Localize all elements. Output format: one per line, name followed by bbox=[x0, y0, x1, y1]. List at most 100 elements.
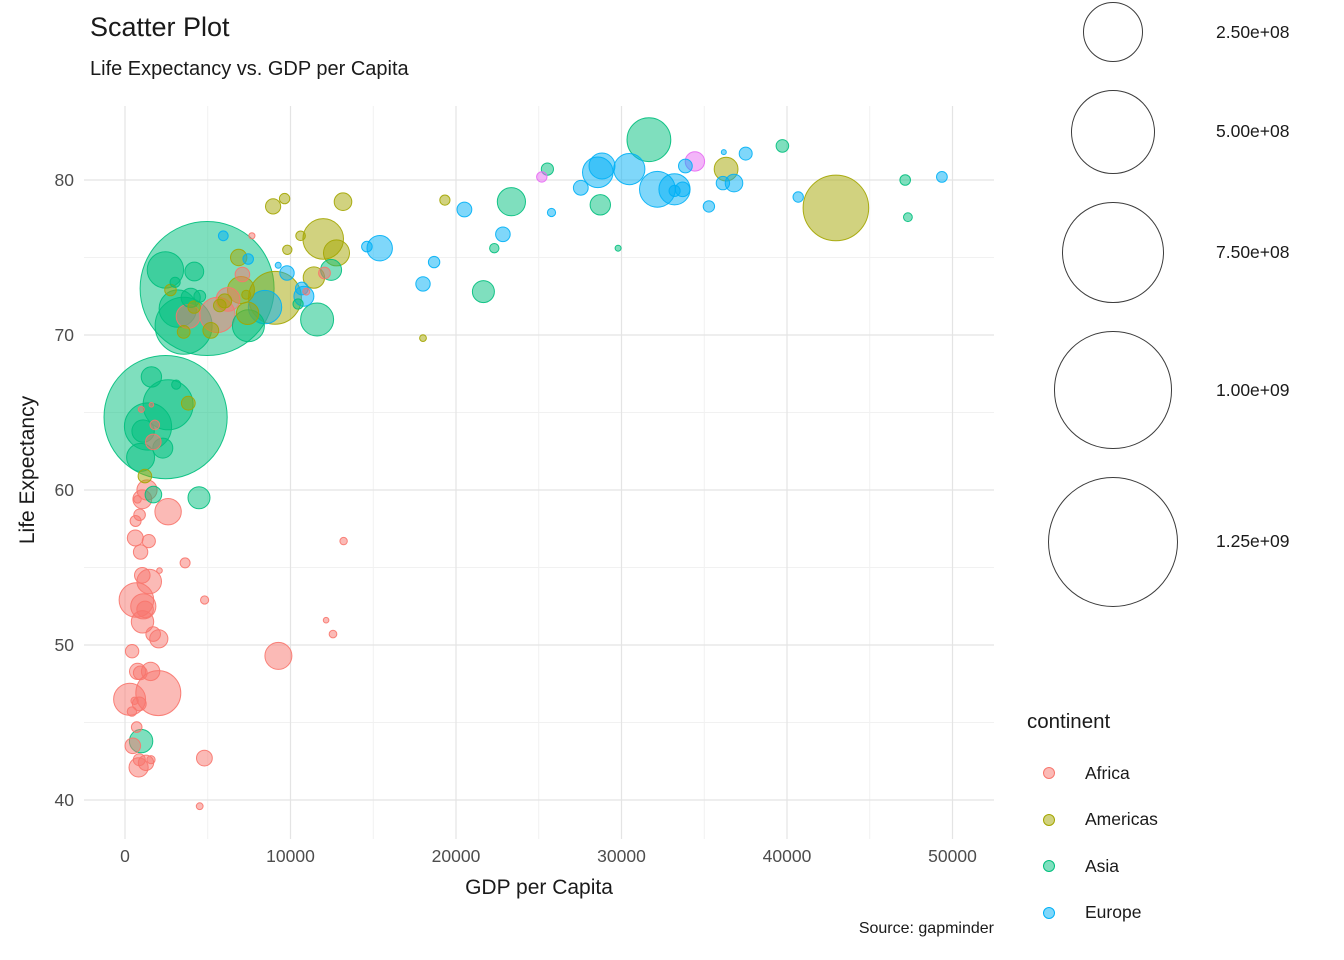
data-point bbox=[217, 230, 229, 242]
x-tick-label: 40000 bbox=[763, 846, 812, 866]
data-point bbox=[193, 289, 207, 303]
data-point bbox=[187, 300, 201, 314]
data-point bbox=[318, 266, 331, 280]
y-tick-label: 40 bbox=[55, 790, 75, 810]
data-point bbox=[234, 266, 251, 283]
y-tick-label: 60 bbox=[55, 480, 75, 500]
data-point bbox=[149, 419, 161, 431]
data-point bbox=[154, 498, 182, 526]
data-point bbox=[572, 179, 589, 196]
data-point bbox=[137, 468, 153, 484]
data-point bbox=[274, 261, 282, 269]
data-point bbox=[802, 174, 870, 242]
size-legend-entry: 2.50e+08 bbox=[1030, 0, 1340, 76]
x-tick-label: 20000 bbox=[432, 846, 481, 866]
data-point bbox=[427, 255, 441, 269]
data-point bbox=[195, 802, 204, 811]
legend-item-label: Europe bbox=[1085, 902, 1142, 923]
data-point bbox=[415, 276, 431, 292]
data-point bbox=[144, 485, 163, 504]
data-point bbox=[678, 158, 693, 174]
data-point bbox=[130, 696, 139, 705]
data-point bbox=[333, 192, 353, 211]
size-legend-circle-icon bbox=[1047, 476, 1179, 608]
data-point bbox=[279, 265, 295, 281]
size-legend-circle-icon bbox=[1062, 201, 1164, 304]
legend-color-dot-icon bbox=[1043, 860, 1055, 873]
data-point bbox=[339, 536, 348, 546]
chart-title: Scatter Plot bbox=[90, 12, 230, 42]
data-point bbox=[489, 243, 500, 254]
data-point bbox=[126, 706, 138, 717]
data-point bbox=[187, 486, 211, 510]
continent-legend-title: continent bbox=[1027, 710, 1111, 733]
legend-item-americas: Americas bbox=[1027, 797, 1158, 844]
data-point bbox=[132, 753, 146, 767]
x-tick-label: 0 bbox=[120, 846, 130, 866]
data-point bbox=[614, 244, 622, 252]
data-point bbox=[148, 402, 155, 408]
size-legend-entry: 5.00e+08 bbox=[1030, 76, 1340, 188]
data-point bbox=[456, 201, 473, 218]
data-point bbox=[200, 595, 210, 605]
legend-color-dot-icon bbox=[1043, 767, 1055, 780]
data-point bbox=[546, 207, 557, 218]
data-point bbox=[589, 194, 611, 216]
data-point bbox=[196, 749, 213, 767]
data-point bbox=[295, 230, 306, 242]
data-point bbox=[471, 280, 495, 304]
size-legend-label: 7.50e+08 bbox=[1216, 242, 1290, 263]
data-point bbox=[903, 212, 913, 223]
data-point bbox=[775, 139, 790, 153]
data-point bbox=[439, 194, 451, 206]
data-point bbox=[146, 755, 156, 765]
data-point bbox=[936, 171, 948, 183]
data-point bbox=[213, 298, 227, 313]
y-axis-label: Life Expectancy bbox=[16, 395, 39, 545]
size-legend-entry: 7.50e+08 bbox=[1030, 188, 1340, 318]
data-point bbox=[361, 240, 373, 253]
data-point bbox=[495, 226, 511, 243]
y-tick-label: 70 bbox=[55, 325, 75, 345]
data-point bbox=[133, 495, 142, 504]
data-point bbox=[126, 529, 144, 547]
y-tick-label: 50 bbox=[55, 635, 75, 655]
data-point bbox=[264, 641, 293, 670]
legend-item-europe: Europe bbox=[1027, 890, 1158, 937]
data-point bbox=[715, 175, 731, 191]
data-point bbox=[265, 198, 282, 215]
chart-subtitle: Life Expectancy vs. GDP per Capita bbox=[90, 58, 409, 80]
x-tick-label: 30000 bbox=[597, 846, 646, 866]
continent-legend: continent Africa Americas Asia Europe bbox=[1027, 710, 1158, 936]
data-point bbox=[132, 544, 149, 560]
data-point bbox=[496, 187, 526, 217]
data-point bbox=[140, 366, 163, 388]
data-point bbox=[171, 379, 182, 390]
size-legend-circle-icon bbox=[1054, 331, 1172, 449]
data-point bbox=[202, 322, 220, 339]
data-point bbox=[241, 289, 252, 300]
x-axis-label: GDP per Capita bbox=[465, 876, 613, 899]
data-points bbox=[103, 117, 948, 811]
data-point bbox=[137, 405, 145, 413]
data-point bbox=[124, 644, 140, 659]
data-point bbox=[613, 153, 646, 186]
data-point bbox=[134, 567, 151, 584]
data-point bbox=[129, 515, 142, 527]
size-legend-label: 5.00e+08 bbox=[1216, 121, 1290, 142]
data-point bbox=[702, 200, 716, 213]
x-tick-label: 10000 bbox=[266, 846, 315, 866]
legend-item-asia: Asia bbox=[1027, 843, 1158, 890]
legend-item-label: Americas bbox=[1085, 809, 1158, 830]
legend-color-dot-icon bbox=[1043, 906, 1055, 919]
axis-tick-labels: 0 10000 20000 30000 40000 50000 40 50 60 70 80 bbox=[55, 170, 978, 866]
size-legend-entry: 1.00e+09 bbox=[1030, 317, 1340, 462]
legend-item-africa: Africa bbox=[1027, 750, 1158, 797]
data-point bbox=[292, 298, 304, 310]
size-legend-label: 2.50e+08 bbox=[1216, 21, 1290, 42]
data-point bbox=[302, 287, 311, 296]
x-tick-label: 50000 bbox=[928, 846, 977, 866]
data-point bbox=[328, 629, 338, 639]
data-point bbox=[124, 737, 142, 755]
